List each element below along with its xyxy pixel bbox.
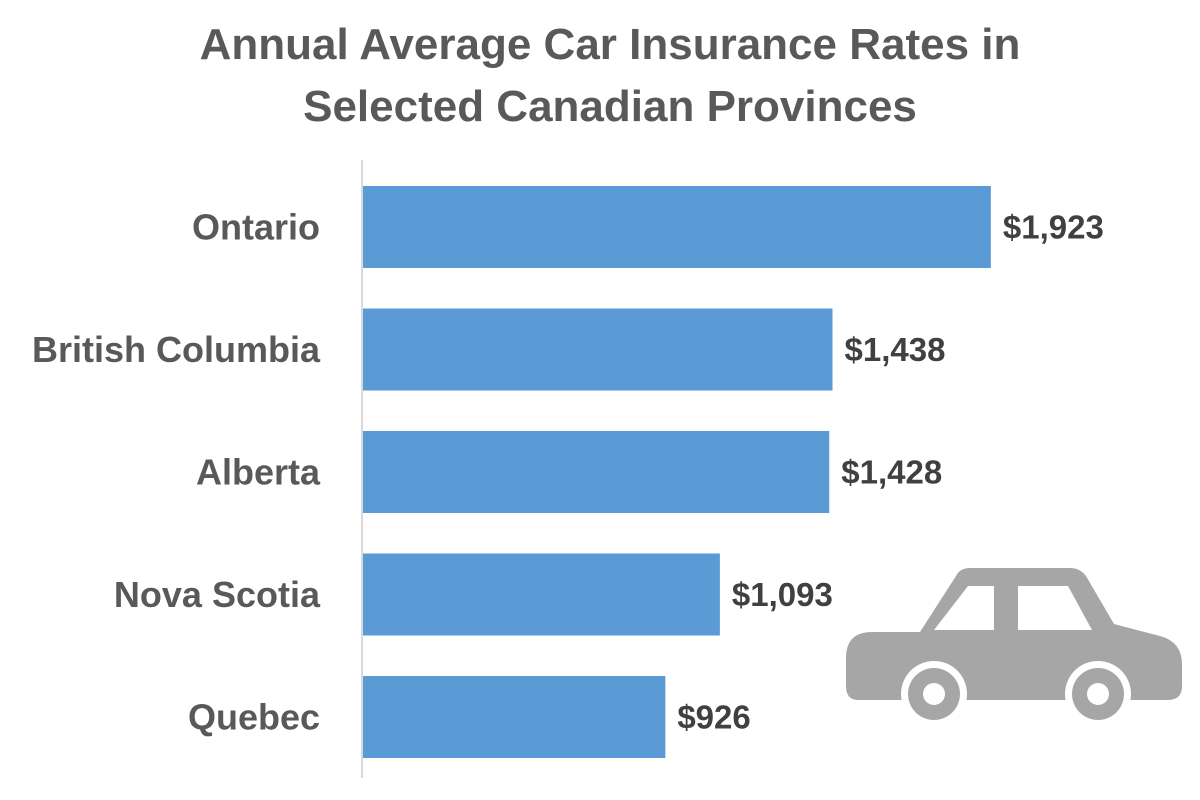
car-window-front	[934, 586, 994, 630]
car-wheel-rear-hub	[1087, 683, 1109, 705]
value-label-ontario: $1,923	[1003, 209, 1104, 246]
bar-nova-scotia	[363, 553, 720, 636]
bar-british-columbia	[363, 308, 833, 391]
chart-title-line-1: Annual Average Car Insurance Rates in	[199, 20, 1021, 69]
category-label-nova-scotia: Nova Scotia	[114, 574, 321, 615]
value-label-british-columbia: $1,438	[845, 331, 946, 368]
chart-title: Annual Average Car Insurance Rates in Se…	[0, 14, 1200, 138]
bar-ontario	[363, 186, 991, 268]
car-window-rear	[1018, 586, 1092, 630]
value-label-nova-scotia: $1,093	[732, 576, 833, 613]
car-icon	[846, 568, 1182, 720]
car-wheel-front-hub	[923, 683, 945, 705]
category-label-quebec: Quebec	[188, 697, 320, 738]
bar-series: Ontario $1,923 British Columbia $1,438 Alber…	[32, 186, 1104, 758]
category-label-british-columbia: British Columbia	[32, 329, 321, 370]
value-label-alberta: $1,428	[841, 454, 942, 491]
bar-alberta	[363, 431, 830, 513]
car-body	[846, 568, 1182, 700]
chart-title-line-2: Selected Canadian Provinces	[303, 82, 917, 131]
value-label-quebec: $926	[677, 699, 750, 736]
category-label-ontario: Ontario	[192, 207, 320, 248]
category-label-alberta: Alberta	[196, 452, 321, 493]
bar-quebec	[363, 676, 666, 758]
